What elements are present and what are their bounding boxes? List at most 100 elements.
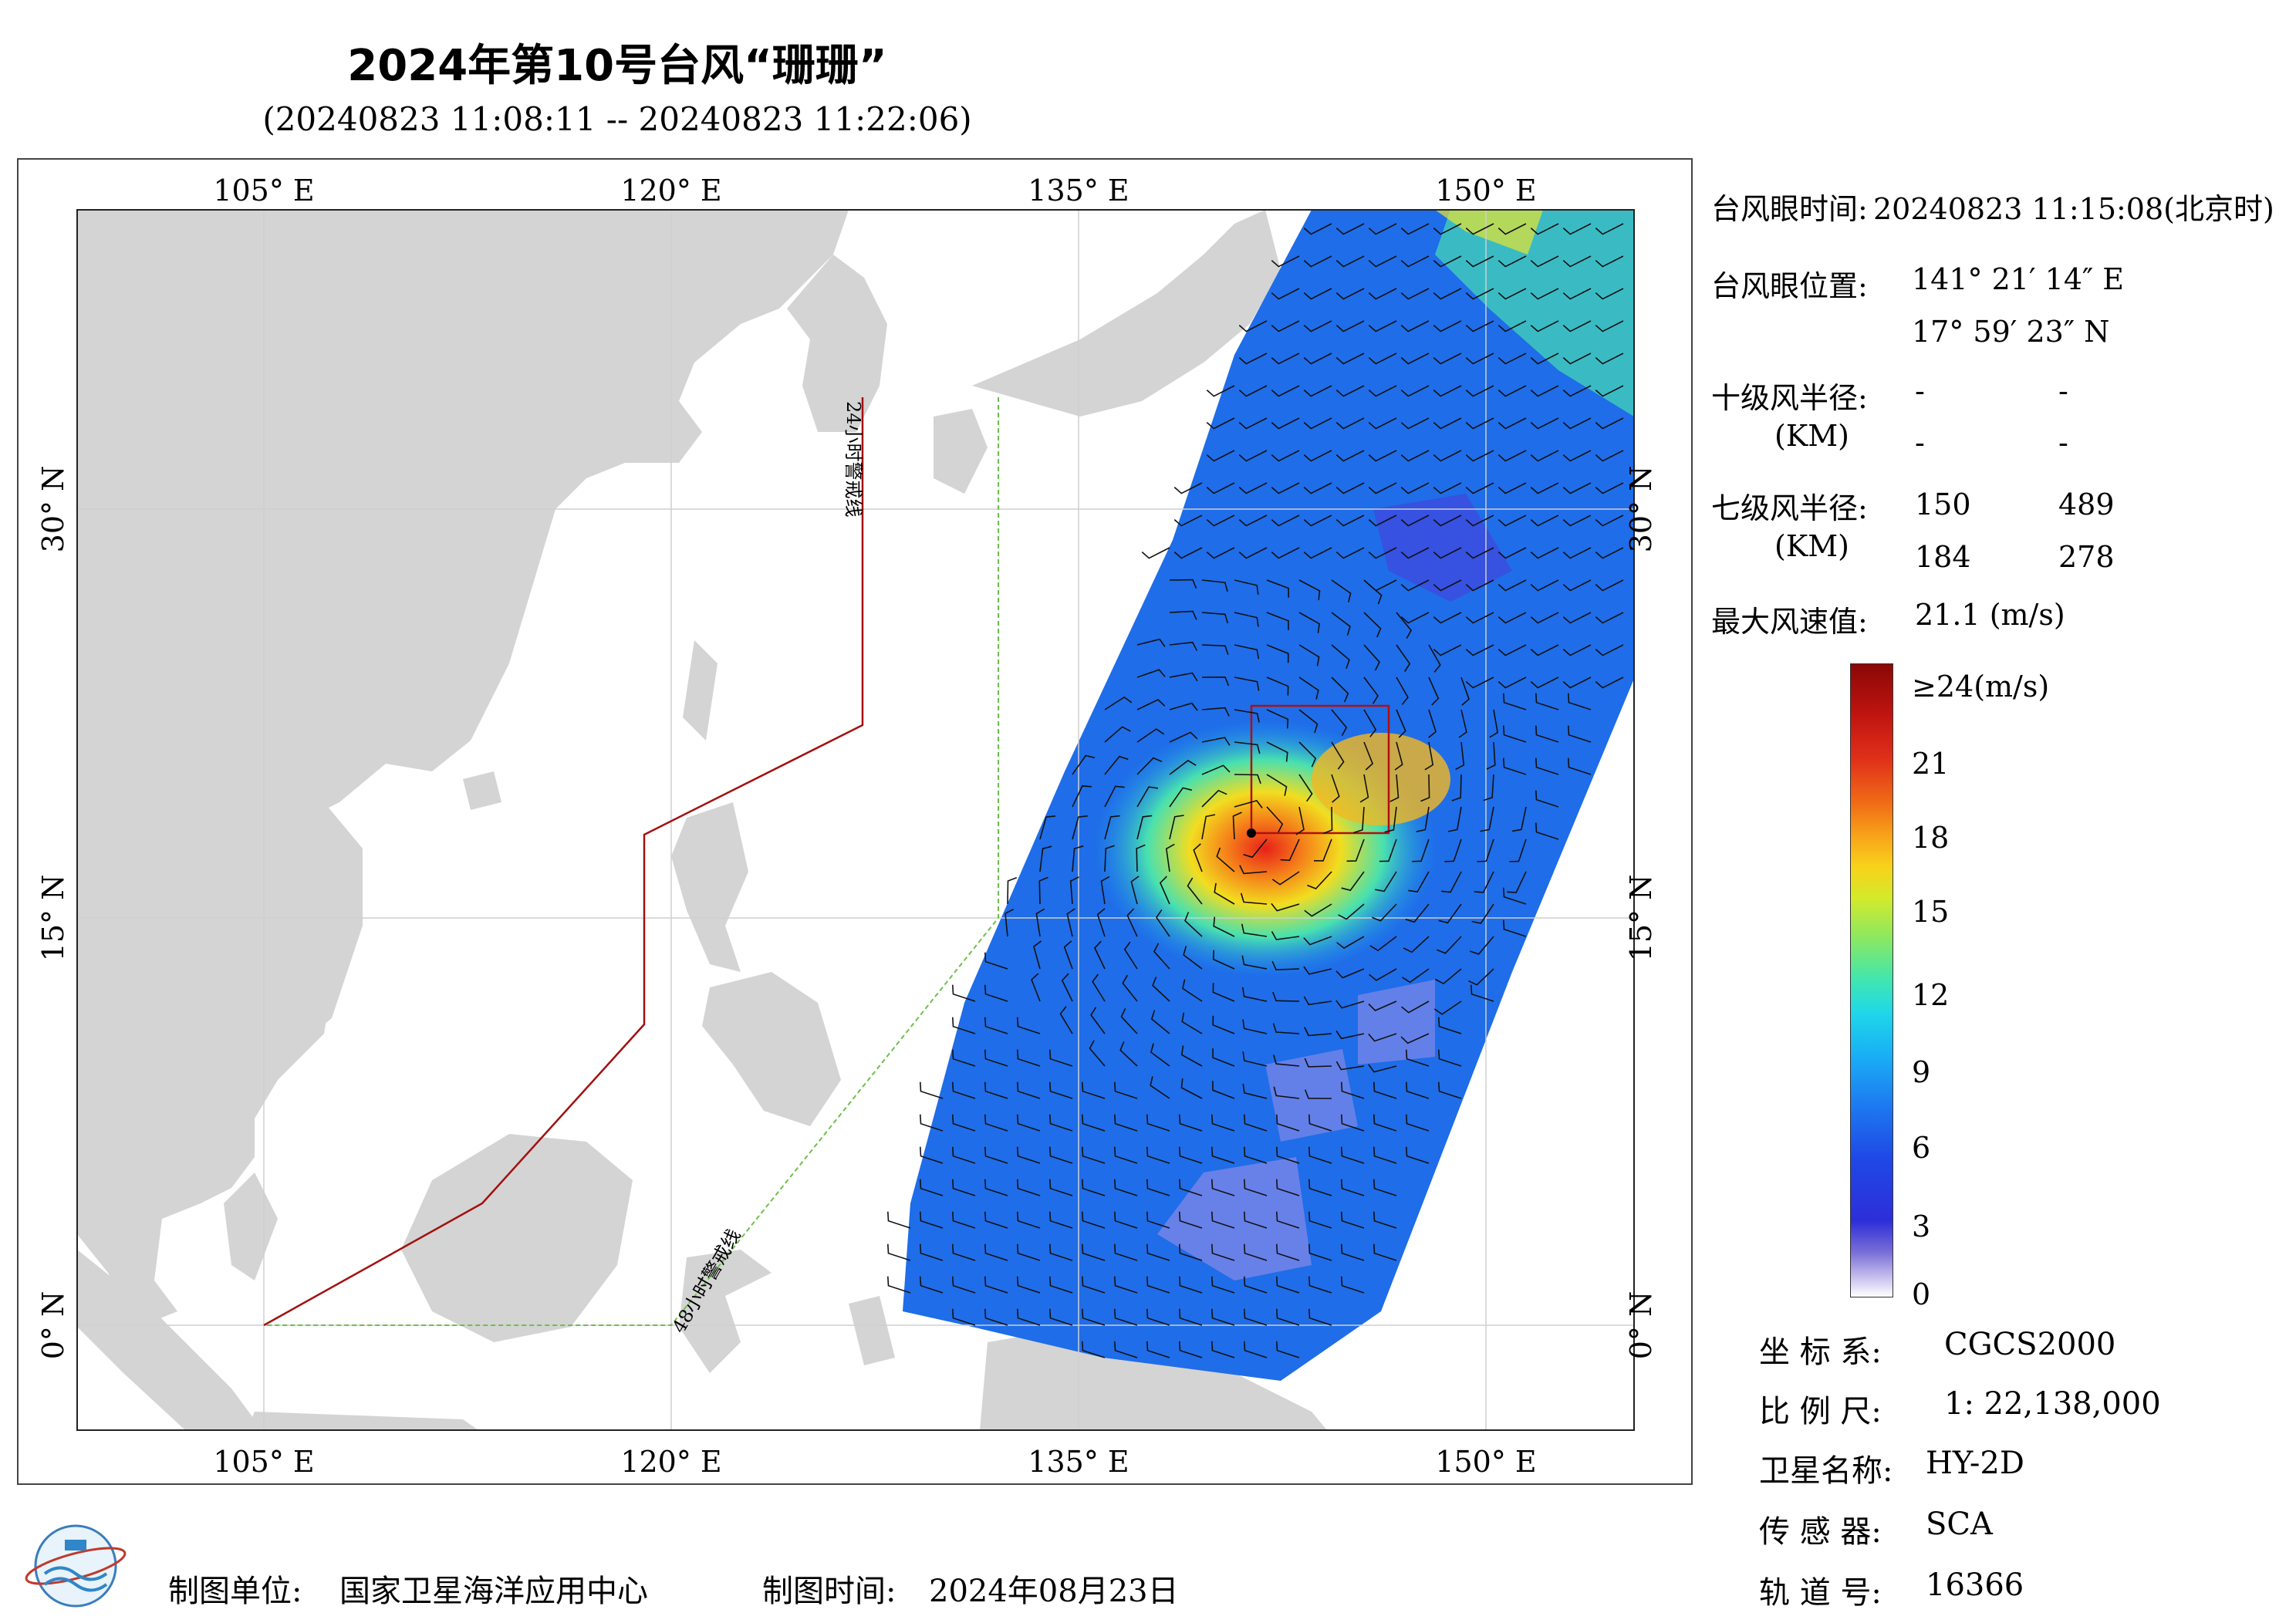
wind-barb (1271, 903, 1300, 912)
wind-barb (1303, 450, 1332, 462)
wind-barb (1104, 726, 1131, 743)
wind-barb (1201, 579, 1228, 592)
wind-barb (1238, 320, 1268, 332)
wind-barb (984, 1243, 1008, 1261)
wind-barb (1400, 579, 1430, 592)
wind-barb (1530, 385, 1559, 397)
eye-time-label: 台风眼时间: (1711, 192, 1868, 226)
wind-barb (1244, 1211, 1268, 1229)
wind-barb (1201, 814, 1216, 840)
wind-barb (1303, 353, 1332, 365)
hainan (463, 771, 501, 810)
wind-barb (1433, 288, 1462, 300)
philippines-south (702, 972, 841, 1126)
wind-barb (1244, 1146, 1268, 1164)
wind-barb (1234, 741, 1261, 754)
wind-barb (1179, 1146, 1203, 1164)
wind-barb (1272, 1023, 1300, 1034)
wind-barb (1335, 353, 1365, 365)
wind-barb (1150, 1010, 1170, 1034)
colorbar-tick: 6 (1912, 1131, 1931, 1165)
wind-barb (984, 1276, 1008, 1294)
wind-barb (1368, 288, 1397, 300)
wind-barb (1072, 845, 1084, 872)
wind-barb (1562, 547, 1592, 559)
wind-barb (1146, 1276, 1170, 1294)
wind-barb (1241, 987, 1268, 1002)
wind-barb (1341, 1211, 1365, 1229)
wind-barb (1359, 774, 1369, 803)
max-wind-value: 21.1 (m/s) (1915, 598, 2065, 632)
r7-value: 150 (1915, 488, 1971, 521)
wind-barb (1169, 610, 1197, 620)
wind-barb (1465, 612, 1494, 624)
wind-barb (1104, 815, 1120, 840)
wind-barb (1179, 1308, 1203, 1326)
wind-barb (1373, 1146, 1397, 1164)
r10-unit: (KM) (1774, 419, 1849, 453)
wind-barb (1562, 515, 1592, 527)
wind-barb (1477, 838, 1494, 862)
wind-barb (1433, 223, 1462, 235)
r7-value: 489 (2058, 488, 2115, 521)
wind-barb (1433, 644, 1462, 656)
wind-barb (1331, 644, 1350, 669)
wind-barb (1146, 1243, 1170, 1261)
wind-barb (1179, 1276, 1203, 1294)
japan-kyushu (934, 409, 988, 494)
wind-barb (1114, 1341, 1138, 1358)
wind-barb (1244, 1179, 1268, 1196)
wind-barb (1497, 677, 1527, 689)
wind-barb (1368, 579, 1397, 592)
wind-barb (1150, 1076, 1170, 1099)
wind-barb (1238, 515, 1268, 527)
wind-barb (1403, 936, 1430, 953)
wind-barb (1595, 255, 1624, 268)
wind-barb (1017, 1114, 1041, 1132)
wind-barb (1562, 579, 1592, 592)
left-lat-label: 15° N (36, 875, 70, 962)
colorbar-tick: 18 (1912, 821, 1950, 855)
coord-label: 坐 标 系: (1759, 1335, 1882, 1370)
r7-label: 七级风半径: (1711, 491, 1868, 525)
wind-barb (1271, 960, 1300, 971)
wind-barb (1303, 320, 1332, 332)
wind-barb (1308, 1114, 1332, 1132)
wind-barb (1433, 547, 1462, 559)
wind-barb (1331, 741, 1345, 770)
wind-barb (1136, 669, 1166, 678)
right-lat-label: 0° N (1624, 1291, 1658, 1360)
wind-barb (1465, 547, 1494, 559)
wind-barb (1136, 815, 1153, 840)
wind-barb (1187, 877, 1203, 905)
wind-barb (1173, 515, 1203, 527)
wind-barb (1169, 672, 1198, 682)
wind-barb (1438, 903, 1462, 924)
wind-barb (1035, 908, 1045, 937)
wind-barb (1153, 943, 1170, 970)
wind-barb (1562, 255, 1592, 268)
wind-barb (1234, 774, 1261, 785)
wind-barb (1234, 709, 1260, 723)
orbit-label: 轨 道 号: (1759, 1575, 1882, 1611)
colorbar-tick: 0 (1912, 1277, 1931, 1311)
wind-barb (1562, 417, 1592, 430)
wind-barb (1304, 903, 1332, 917)
wind-barb (1400, 288, 1430, 300)
wind-barb (1368, 417, 1397, 430)
wind-barb (1530, 547, 1559, 559)
wind-barb (1201, 707, 1230, 717)
right-lat-label: 15° N (1624, 875, 1658, 962)
wind-barb (1238, 482, 1268, 494)
eye-lon: 141° 21′ 14″ E (1912, 262, 2125, 296)
wind-barb (1169, 702, 1198, 711)
wind-barb (1373, 1081, 1397, 1099)
wind-barb (1211, 1341, 1235, 1358)
wind-barb (1363, 612, 1382, 638)
satellite-label: 卫星名称: (1759, 1453, 1893, 1489)
r10-value: - (2058, 374, 2068, 408)
wind-barb (952, 1308, 976, 1326)
wind-barb (1368, 223, 1397, 235)
wind-barb (1114, 1211, 1138, 1229)
wind-barb (984, 1081, 1008, 1099)
